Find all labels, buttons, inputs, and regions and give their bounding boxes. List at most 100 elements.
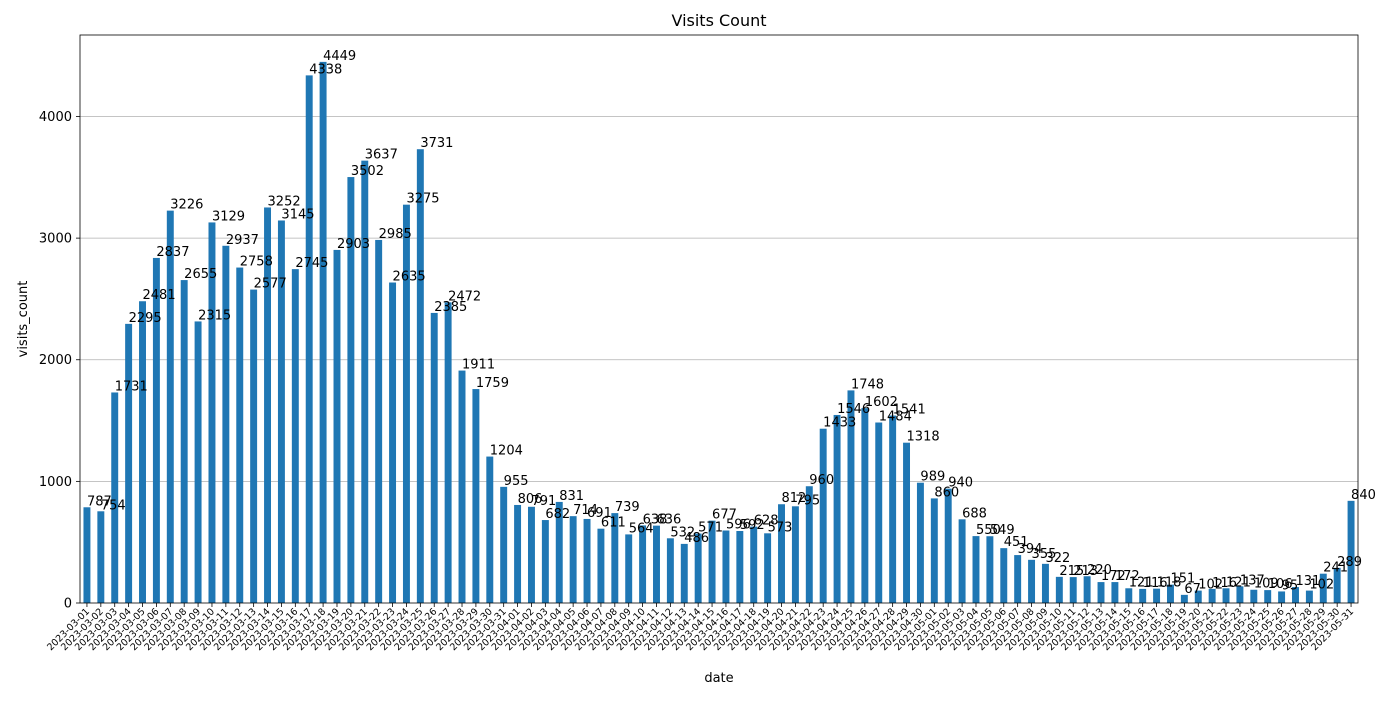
bar [694,533,702,603]
bar [1028,559,1036,603]
bar [889,415,897,603]
bar [222,245,230,603]
bar-value-label: 116 [1212,576,1237,591]
grid-lines [80,116,1358,482]
bar [97,511,105,603]
bar-value-label: 1433 [823,416,856,431]
bar-value-label: 2655 [184,267,217,282]
bar [333,249,341,603]
y-tick-label: 1000 [39,475,72,490]
bar-value-label: 1759 [476,376,509,391]
y-tick-label: 3000 [39,232,72,247]
bar-value-label: 67 [1184,582,1201,597]
bar-value-label: 596 [726,518,751,533]
bar [653,525,660,603]
bar [805,486,813,603]
bar-value-label: 691 [587,506,612,521]
chart-title: Visits Count [671,11,766,30]
bar [1139,588,1147,603]
bar-value-label: 220 [1087,563,1112,578]
bar [430,312,438,603]
bar [1153,588,1161,603]
bar-value-label: 831 [559,489,584,504]
bar [1069,577,1077,603]
bar [611,513,619,603]
bar-value-label: 636 [656,513,681,528]
bar-value-label: 1541 [893,403,926,418]
bar [139,301,146,603]
bar-value-label: 2481 [143,288,176,303]
bar [166,210,174,603]
plot-frame [79,34,1359,604]
bar-value-label: 592 [740,518,765,533]
bar-value-label: 355 [1032,547,1057,562]
bar-value-label: 628 [754,514,779,529]
bar-value-label: 213 [1073,564,1098,579]
bar-value-label: 2985 [379,227,412,242]
bar [583,518,591,603]
bar [1208,588,1216,603]
bar-value-label: 787 [87,494,112,509]
bar-value-label: 940 [948,476,973,491]
bar-value-label: 739 [615,500,640,515]
bar-value-label: 1484 [879,410,912,425]
bar [1250,589,1258,603]
bar-value-label: 2635 [393,270,426,285]
bar-value-label: 795 [795,493,820,508]
bar-value-label: 1731 [115,379,148,394]
bar-value-label: 638 [643,512,668,527]
bar [194,321,202,603]
bar [1347,500,1355,603]
bar [1041,563,1049,603]
bar-value-label: 955 [504,474,529,489]
bars [83,61,1355,604]
bar [736,530,744,603]
bar [639,525,647,603]
bar-value-label: 4449 [323,49,356,64]
bar-value-label: 1546 [837,402,870,417]
bar-value-label: 960 [809,473,834,488]
bar [416,149,424,603]
bar-value-label: 3226 [170,198,203,213]
bar-value-label: 151 [1170,572,1195,587]
bar [152,257,160,603]
bar [291,269,299,603]
bar [527,506,535,603]
bar-value-label: 3275 [406,192,439,207]
bar-value-label: 714 [573,503,598,518]
bar [875,422,883,603]
y-tick-label: 0 [64,597,72,612]
bar [555,501,563,603]
bar-value-label: 840 [1351,488,1376,503]
bar-value-label: 289 [1337,555,1362,570]
bar-value-label: 121 [1129,575,1154,590]
bar-value-label: 3502 [351,164,384,179]
bar [819,428,827,603]
x-tick-labels: 2023-03-012023-03-022023-03-032023-03-04… [45,606,1356,653]
bar-value-label: 989 [920,470,945,485]
bar-value-label: 564 [629,521,654,536]
bar-value-label: 2837 [156,245,189,260]
bar [916,482,924,603]
bar [1125,588,1133,603]
bar-value-label: 2295 [129,311,162,326]
bar [125,323,133,603]
bar [375,239,383,603]
y-tick-labels: 0 1000 2000 3000 4000 [39,110,72,612]
bar [1194,590,1202,603]
bar-value-label: 2937 [226,233,259,248]
bar [958,519,966,603]
bar [1236,586,1244,603]
bar [264,207,272,604]
bar [1180,594,1188,603]
bar [972,536,980,603]
bar [236,267,244,603]
bar [1000,548,1008,603]
bar [1333,567,1341,603]
bar-value-label: 1602 [865,395,898,410]
bar [1278,591,1286,603]
bar-value-label: 172 [1101,569,1126,584]
bar [930,498,938,603]
